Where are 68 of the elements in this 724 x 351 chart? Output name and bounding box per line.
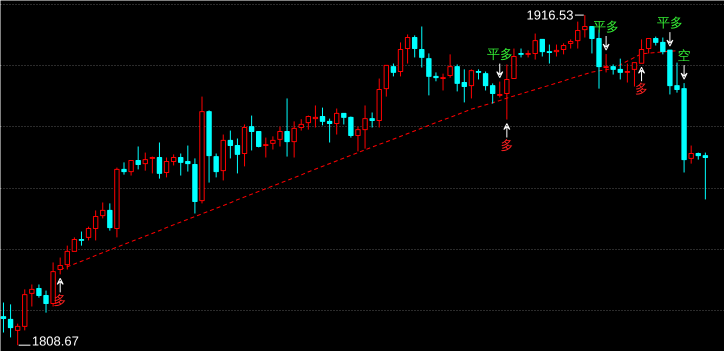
- candlestick: [674, 62, 680, 94]
- annotation: 平多: [593, 20, 620, 36]
- candlestick: [8, 304, 14, 338]
- candlestick: [150, 156, 156, 174]
- annotation: 多: [500, 138, 514, 154]
- candlestick: [142, 152, 148, 172]
- candlestick: [348, 116, 354, 138]
- candlestick: [164, 156, 170, 178]
- candlestick: [270, 136, 276, 150]
- candlestick: [170, 154, 176, 166]
- annotation: 1808.67: [32, 334, 79, 349]
- candlestick: [624, 63, 630, 84]
- candlestick: [277, 126, 283, 147]
- annotation: 多: [635, 82, 648, 98]
- candlestick: [156, 142, 162, 180]
- candlestick: [582, 14, 588, 38]
- candlestick: [412, 34, 418, 58]
- candlestick: [476, 68, 482, 80]
- candlestick: [511, 48, 517, 80]
- candlestick: [497, 81, 502, 98]
- candlestick: [36, 284, 42, 298]
- annotation: 平多: [486, 48, 513, 63]
- candlestick: [326, 118, 332, 143]
- annotation: 空: [678, 49, 691, 64]
- candlestick: [384, 64, 390, 98]
- candlestick: [447, 54, 453, 78]
- candlestick: [135, 146, 141, 170]
- candlestick: [554, 44, 560, 57]
- candlestick: [14, 323, 20, 346]
- candlestick: [284, 98, 290, 158]
- candlestick: [107, 202, 113, 232]
- annotation: 1916.53: [526, 8, 574, 23]
- candlestick: [334, 108, 340, 136]
- candlestick: [100, 202, 106, 219]
- candlestick: [362, 104, 368, 150]
- candlestick: [320, 107, 326, 126]
- candlestick: [78, 231, 84, 246]
- candlestick: [504, 64, 510, 120]
- candlestick: [575, 21, 580, 50]
- candlestick: [369, 112, 375, 128]
- candlestick: [468, 68, 474, 99]
- candlestick: [341, 112, 346, 125]
- candlestick: [603, 54, 609, 73]
- candlestick: [419, 26, 424, 68]
- candlestick: [426, 52, 432, 96]
- candlestick: [390, 63, 396, 77]
- annotation: 平多: [656, 16, 683, 32]
- candlestick: [490, 82, 496, 104]
- candlestick: [532, 33, 538, 60]
- candlestick: [398, 42, 404, 77]
- candlestick: [121, 162, 127, 176]
- candlestick: [0, 302, 6, 334]
- candlestick: [291, 120, 297, 158]
- candlestick: [404, 34, 410, 64]
- candlestick: [298, 118, 304, 132]
- candlestick: [128, 160, 134, 176]
- candlestick: [560, 42, 566, 55]
- candlestick: [568, 38, 574, 50]
- candlestick: [440, 73, 446, 91]
- candlestick: [482, 70, 488, 91]
- candlestick: [213, 153, 219, 178]
- candlestick: [355, 126, 361, 152]
- candlestick: [43, 290, 49, 314]
- candlestick: [589, 26, 595, 54]
- candlestick: [688, 145, 694, 164]
- candlestick: [29, 284, 35, 308]
- candlestick: [263, 137, 268, 158]
- candlestick: [632, 62, 638, 87]
